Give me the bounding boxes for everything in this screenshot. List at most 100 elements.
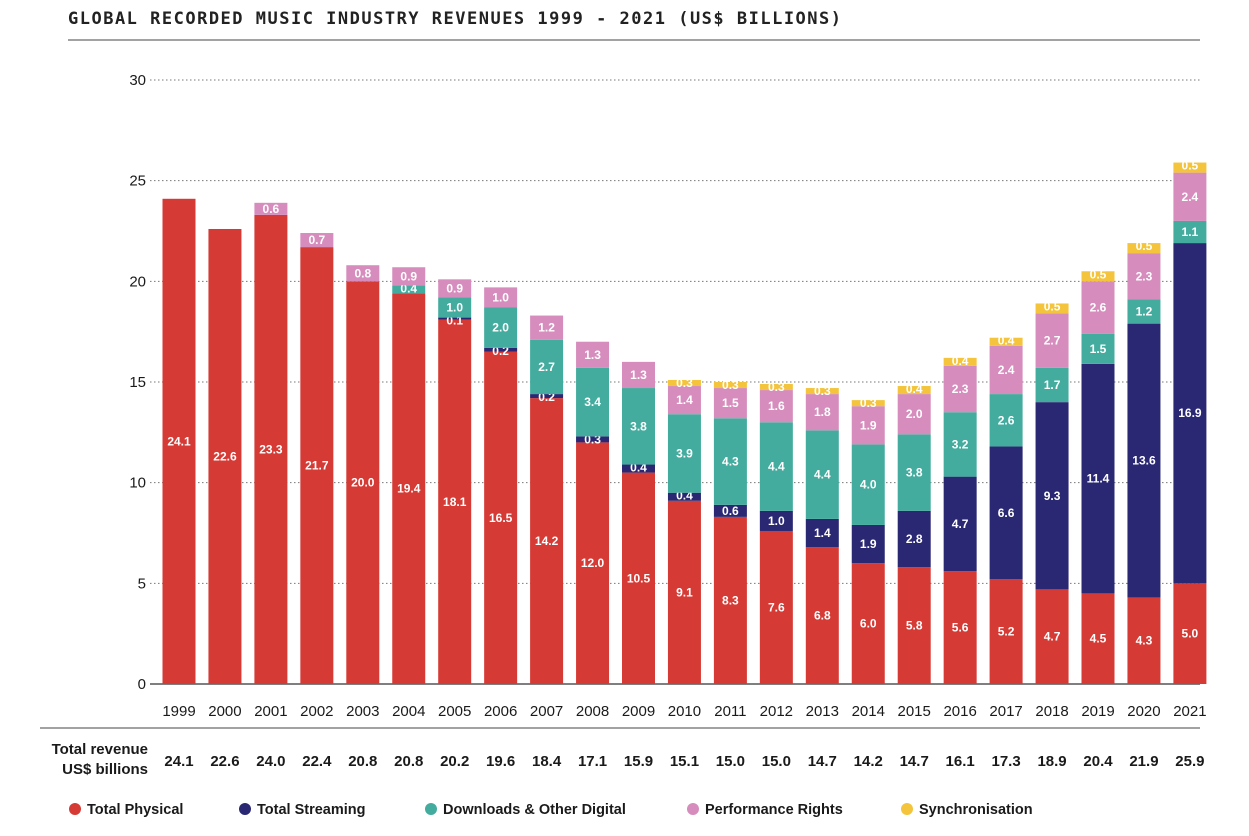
bar-segment — [392, 293, 426, 684]
bar-stack-2013: 6.8 1.4 4.4 1.8 0.3 — [805, 384, 839, 684]
data-label: 9.1 — [676, 585, 693, 599]
bar-stack-2010: 9.10.43.91.40.3 — [667, 376, 701, 684]
bar-segment — [1081, 593, 1115, 684]
data-label: 0.5 — [1182, 159, 1199, 173]
bar-segment — [851, 406, 885, 445]
x-tick-label: 2009 — [622, 703, 655, 720]
total-value: 22.6 — [210, 753, 239, 770]
data-label: 1.0 — [768, 514, 785, 528]
x-tick-label: 2006 — [484, 703, 517, 720]
bar-segment — [989, 446, 1023, 580]
total-value: 15.0 — [762, 753, 791, 770]
bar-segment — [484, 287, 518, 308]
data-label: 1.9 — [860, 537, 877, 551]
total-value: 17.1 — [578, 753, 607, 770]
x-tick-label: 2014 — [852, 703, 885, 720]
x-tick-label: 2019 — [1081, 703, 1114, 720]
bar-segment — [1127, 597, 1161, 684]
total-value: 15.9 — [624, 753, 653, 770]
data-label: 4.5 — [1090, 632, 1107, 646]
bar-segment — [897, 510, 931, 568]
x-tick-label: 2018 — [1035, 703, 1068, 720]
data-label: 1.0 — [446, 301, 463, 315]
bar-segment — [1173, 220, 1207, 244]
bar-segment — [392, 267, 426, 286]
data-label: 0.4 — [998, 334, 1015, 348]
data-label: 11.4 — [1087, 472, 1110, 486]
data-label: 1.4 — [676, 393, 693, 407]
data-label: 1.5 — [722, 396, 739, 410]
total-value: 21.9 — [1129, 753, 1158, 770]
bar-segment — [438, 279, 472, 298]
x-tick-label: 2007 — [530, 703, 563, 720]
total-value: 15.0 — [716, 753, 745, 770]
data-label: 1.0 — [492, 290, 509, 304]
bar-segment — [943, 365, 977, 413]
bar-segment — [484, 347, 518, 352]
x-tick-label: 2000 — [208, 703, 241, 720]
x-tick-label: 2005 — [438, 703, 471, 720]
data-label: 0.8 — [354, 266, 371, 280]
bar-stack-2020: 4.3 13.6 1.2 2.3 0.5 — [1127, 239, 1161, 684]
bars: 24.122.623.30.621.70.720.00.819.40.40.91… — [162, 159, 1207, 685]
data-label: 0.3 — [676, 376, 693, 390]
legend-item: Synchronisation — [901, 802, 1033, 818]
data-label: 21.7 — [305, 459, 329, 473]
total-value: 24.0 — [256, 753, 285, 770]
bar-segment — [989, 579, 1023, 684]
bar-segment — [805, 430, 839, 519]
y-tick-label: 25 — [129, 173, 146, 190]
bar-segment — [1127, 323, 1161, 598]
bar-segment — [1173, 243, 1207, 584]
data-label: 4.4 — [768, 460, 785, 474]
bar-segment — [1035, 313, 1069, 368]
data-label: 0.4 — [952, 354, 969, 368]
data-label: 1.6 — [768, 399, 785, 413]
data-label: 1.3 — [584, 348, 601, 362]
bar-segment — [1081, 363, 1115, 594]
data-label: 0.9 — [446, 281, 463, 295]
bar-segment — [530, 394, 564, 399]
data-label: 9.3 — [1044, 489, 1061, 503]
bar-segment — [530, 339, 564, 395]
data-label: 20.0 — [351, 476, 375, 490]
x-tick-label: 2020 — [1127, 703, 1160, 720]
data-label: 4.7 — [952, 517, 969, 531]
data-label: 19.4 — [397, 482, 421, 496]
legend-item: Downloads & Other Digital — [425, 802, 626, 818]
bar-segment — [300, 247, 334, 684]
data-label: 2.4 — [998, 363, 1015, 377]
bar-segment — [438, 297, 472, 318]
bar-stack-2005: 18.10.11.00.9 — [438, 279, 472, 684]
bar-segment — [805, 394, 839, 431]
bar-segment — [1081, 333, 1115, 364]
data-label: 1.4 — [814, 526, 831, 540]
bar-stack-2014: 6.0 1.9 4.0 1.9 0.3 — [851, 396, 885, 684]
legend-label: Performance Rights — [705, 802, 843, 818]
bar-segment — [667, 379, 701, 387]
data-label: 1.5 — [1090, 342, 1107, 356]
data-label: 2.3 — [1136, 269, 1153, 283]
x-tick-label: 2003 — [346, 703, 379, 720]
bar-segment — [1173, 583, 1207, 684]
data-label: 14.2 — [535, 534, 559, 548]
legend-label: Synchronisation — [919, 802, 1033, 818]
bar-segment — [805, 388, 839, 395]
bar-segment — [622, 464, 655, 473]
totals-row: 24.1 22.6 24.0 22.4 20.8 20.8 20.2 19.6 18.4 17.1… — [164, 753, 1204, 770]
data-label: 3.8 — [630, 419, 647, 433]
bar-stack-2017: 5.2 6.6 2.6 2.4 0.4 — [989, 334, 1023, 684]
data-label: 8.3 — [722, 593, 739, 607]
bar-segment — [805, 547, 839, 684]
data-label: 4.7 — [1044, 630, 1061, 644]
bar-segment — [1081, 281, 1115, 334]
bar-segment — [943, 412, 977, 477]
bar-segment — [1173, 162, 1207, 173]
bar-segment — [713, 388, 747, 419]
bar-segment — [713, 504, 747, 517]
bar-segment — [897, 394, 931, 435]
bar-segment — [851, 524, 885, 564]
data-label: 3.4 — [584, 395, 601, 409]
data-label: 7.6 — [768, 600, 785, 614]
